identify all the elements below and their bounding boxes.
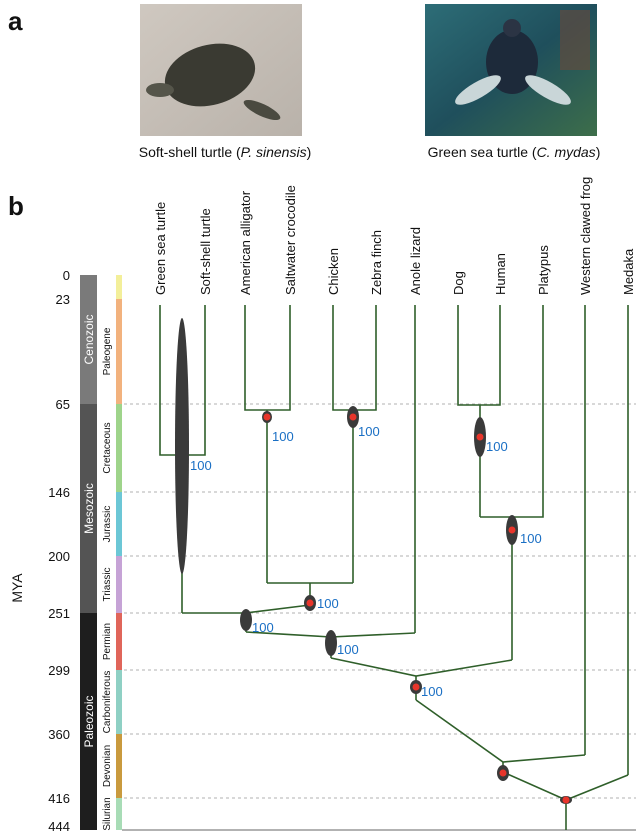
node-dot: [500, 770, 507, 777]
support-value: 100: [421, 684, 443, 699]
photo-softshell: [140, 4, 302, 136]
taxon-label: Green sea turtle: [153, 202, 168, 295]
axis-label: MYA: [9, 573, 25, 603]
period-bar: [116, 556, 122, 613]
branch: [333, 305, 376, 410]
node-dot: [563, 797, 570, 804]
taxon-label: Medaka: [621, 248, 636, 295]
support-value: 100: [252, 620, 274, 635]
taxon-label: Human: [493, 253, 508, 295]
caption-prefix: Green sea turtle (: [428, 144, 537, 160]
time-label: 23: [56, 292, 70, 307]
branch: [416, 700, 585, 762]
time-label: 299: [48, 663, 70, 678]
period-bar: [116, 492, 122, 556]
taxon-label: Anole lizard: [408, 227, 423, 295]
period-label: Carboniferous: [102, 671, 113, 734]
period-bar: [116, 299, 122, 404]
branch: [503, 772, 628, 800]
period-label: Jurassic: [102, 506, 113, 543]
branch: [480, 305, 543, 517]
period-label: Cretaceous: [102, 422, 113, 473]
node-interval: [175, 318, 189, 574]
period-bar: [116, 613, 122, 670]
branch: [245, 305, 290, 410]
node-dot: [307, 600, 314, 607]
period-label: Paleogene: [102, 327, 113, 375]
caption: Green sea turtle (C. mydas): [428, 144, 601, 160]
panel-label: b: [8, 191, 24, 221]
taxon-label: Saltwater crocodile: [283, 185, 298, 295]
period-bar: [116, 404, 122, 492]
time-label: 0: [63, 268, 70, 283]
period-bar: [116, 734, 122, 798]
branch: [331, 658, 512, 676]
caption: Soft-shell turtle (P. sinensis): [139, 144, 312, 160]
support-value: 100: [337, 642, 359, 657]
node-dot: [350, 414, 357, 421]
node-dot: [509, 527, 516, 534]
period-bar: [116, 670, 122, 734]
support-value: 100: [486, 439, 508, 454]
support-value: 100: [520, 531, 542, 546]
caption-species: P. sinensis: [241, 144, 307, 160]
era-label: Mesozoic: [82, 483, 96, 534]
support-value: 100: [317, 596, 339, 611]
period-label: Permian: [102, 623, 113, 660]
photo-green-sea-turtle: [425, 4, 597, 136]
period-label: Triassic: [102, 567, 113, 601]
caption-suffix: ): [596, 144, 601, 160]
taxon-label: American alligator: [238, 190, 253, 295]
taxon-label: Dog: [451, 271, 466, 295]
caption-suffix: ): [307, 144, 312, 160]
time-label: 416: [48, 791, 70, 806]
taxon-label: Western clawed frog: [578, 177, 593, 295]
support-value: 100: [190, 458, 212, 473]
period-label: Devonian: [102, 745, 113, 787]
taxon-label: Soft-shell turtle: [198, 208, 213, 295]
taxon-label: Zebra finch: [369, 230, 384, 295]
support-value: 100: [358, 424, 380, 439]
branch: [458, 305, 500, 405]
taxon-label: Chicken: [326, 248, 341, 295]
era-label: Paleozoic: [82, 695, 96, 747]
figure: a Soft-shell turtle (P. sinensis) Green …: [0, 0, 642, 835]
time-label: 146: [48, 485, 70, 500]
node-dot: [264, 414, 271, 421]
node-dot: [413, 684, 420, 691]
node-interval: [325, 630, 337, 656]
period-bar: [116, 798, 122, 830]
period-label: Silurian: [102, 797, 113, 830]
time-label: 444: [48, 819, 70, 834]
era-label: Cenozoic: [82, 314, 96, 364]
time-label: 65: [56, 397, 70, 412]
node-interval: [240, 609, 252, 631]
taxon-label: Platypus: [536, 245, 551, 295]
caption-species: C. mydas: [537, 144, 596, 160]
time-label: 251: [48, 606, 70, 621]
period-bar: [116, 275, 122, 299]
time-label: 360: [48, 727, 70, 742]
panel-label: a: [8, 6, 23, 36]
time-label: 200: [48, 549, 70, 564]
caption-prefix: Soft-shell turtle (: [139, 144, 241, 160]
support-value: 100: [272, 429, 294, 444]
node-dot: [477, 434, 484, 441]
